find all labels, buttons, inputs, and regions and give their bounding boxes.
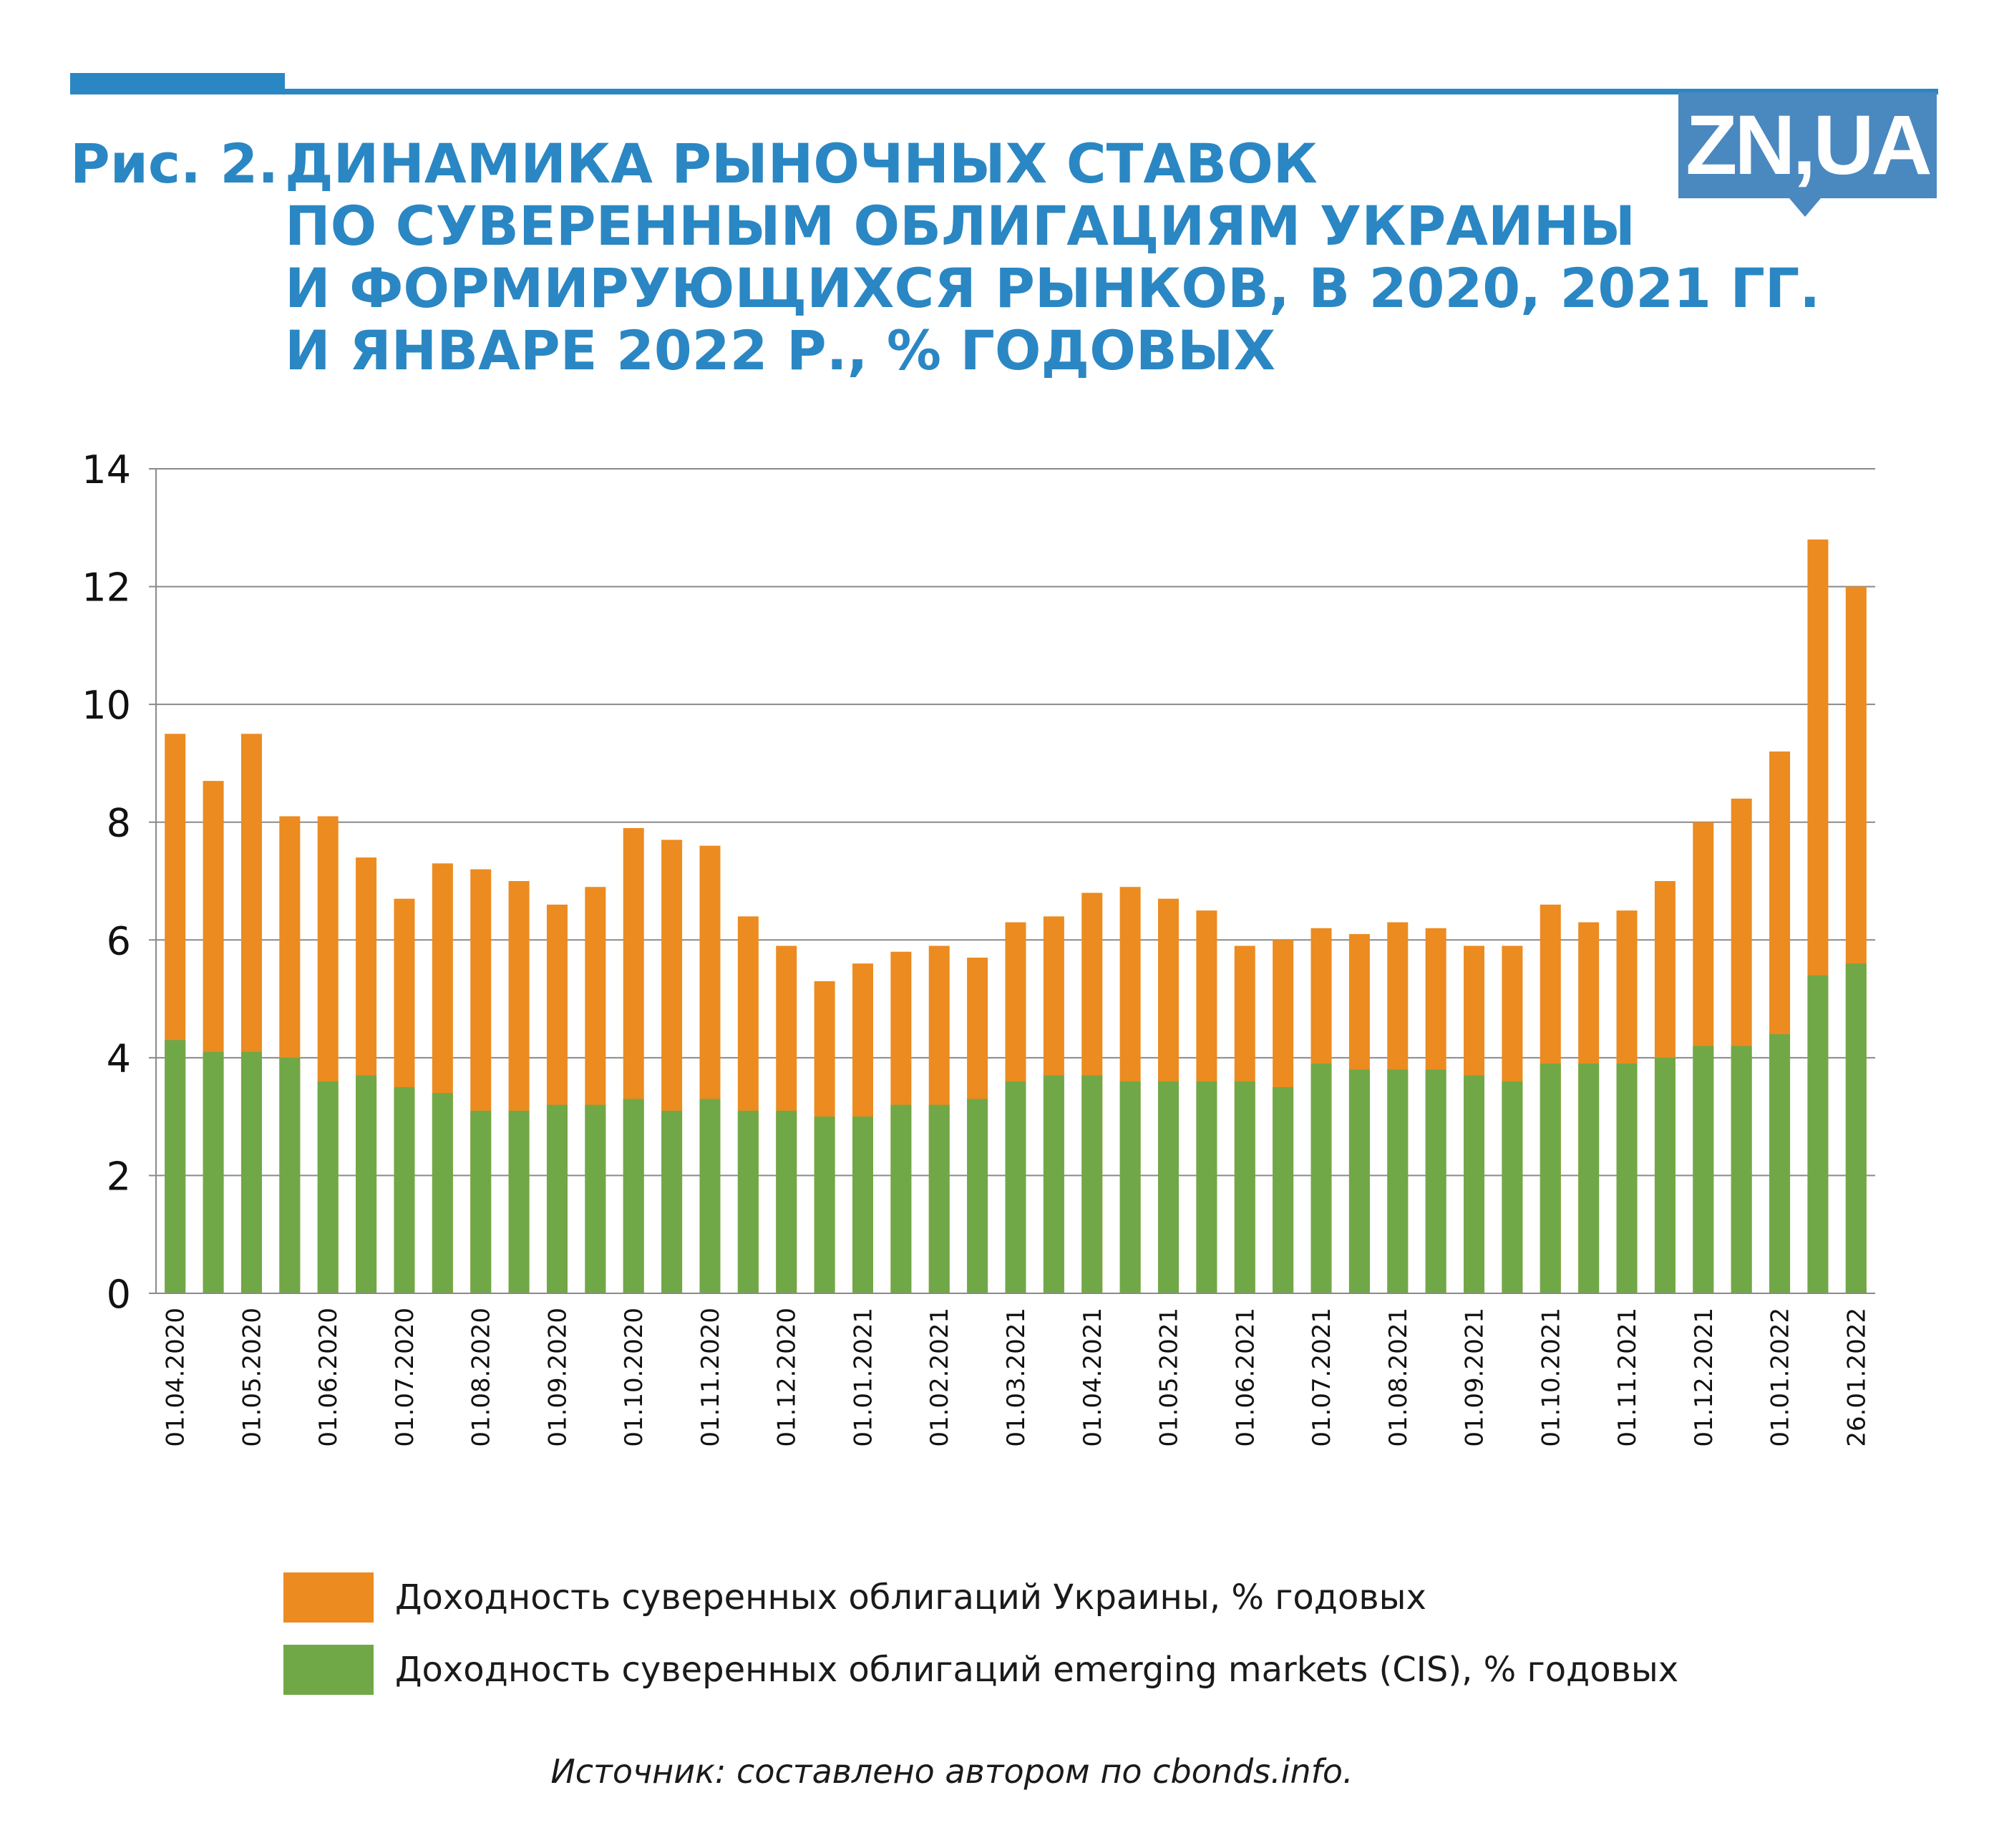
bar-cis [1387, 1069, 1409, 1293]
bar-chart: 0 2 4 6 8 10 12 14 01.04.2020 01.05.2020 01.06.202… [82, 447, 1875, 1447]
bar-cis [776, 1110, 797, 1293]
x-tick-label: 01.08.2021 [1384, 1308, 1413, 1447]
x-tick-label: 01.01.2022 [1766, 1308, 1795, 1447]
bar-cis [1310, 1064, 1332, 1293]
x-tick-label: 01.06.2020 [314, 1308, 343, 1447]
x-tick-label: 01.05.2021 [1155, 1308, 1184, 1447]
y-tick-label: 10 [82, 683, 131, 728]
x-tick-label: 01.07.2021 [1308, 1308, 1336, 1447]
legend-label-cis: Доходность суверенных облигаций emerging… [395, 1650, 1679, 1690]
bar-cis [394, 1087, 415, 1293]
y-tick-label: 14 [82, 447, 131, 492]
x-tick-label: 01.10.2020 [620, 1308, 648, 1447]
bar-cis [852, 1117, 873, 1293]
x-tick-label: 01.12.2021 [1690, 1308, 1718, 1447]
x-tick-label: 01.03.2021 [1002, 1308, 1031, 1447]
bar-cis [1502, 1081, 1523, 1293]
bar-cis [470, 1110, 492, 1293]
bar-cis [279, 1057, 301, 1293]
legend-swatch-ukraine [283, 1572, 374, 1623]
x-tick-label: 01.01.2021 [849, 1308, 877, 1447]
y-tick-label: 8 [107, 801, 131, 846]
bar-cis [699, 1099, 721, 1293]
x-tick-label: 01.11.2020 [696, 1308, 725, 1447]
legend-label-ukraine: Доходность суверенных облигаций Украины,… [395, 1577, 1426, 1618]
bar-cis [737, 1110, 759, 1293]
x-tick-label: 01.09.2020 [543, 1308, 572, 1447]
zn-ua-logo: ZN,UA [1678, 92, 1937, 198]
bar-cis [1196, 1081, 1217, 1293]
bar-cis [1464, 1075, 1485, 1293]
figure-number: Рис. 2. [70, 132, 279, 195]
x-tick-label: 01.06.2021 [1231, 1308, 1260, 1447]
bar-cis [546, 1104, 568, 1293]
bar-cis [967, 1099, 988, 1293]
bar-cis [623, 1099, 644, 1293]
bar-cis [1616, 1064, 1638, 1293]
bar-cis [1578, 1064, 1600, 1293]
x-tick-label: 01.07.2020 [391, 1308, 419, 1447]
bar-cis [1769, 1034, 1791, 1293]
bar-cis [1273, 1087, 1294, 1293]
x-tick-label: 01.04.2020 [162, 1308, 190, 1447]
bar-cis [317, 1081, 339, 1293]
legend-swatch-cis [283, 1645, 374, 1695]
bar-cis [1081, 1075, 1103, 1293]
title-line-3: И ФОРМИРУЮЩИХСЯ РЫНКОВ, В 2020, 2021 ГГ. [285, 256, 1821, 320]
x-tick-label: 01.09.2021 [1461, 1308, 1489, 1447]
bar-cis [1158, 1081, 1180, 1293]
header-rule [70, 89, 1938, 94]
bar-cis [661, 1110, 683, 1293]
y-tick-label: 6 [107, 918, 131, 963]
bar-cis [1043, 1075, 1064, 1293]
chart-title: Рис. 2. ДИНАМИКА РЫНОЧНЫХ СТАВОК ПО СУВЕР… [70, 132, 1820, 381]
bar-cis [1348, 1069, 1370, 1293]
x-tick-label: 01.05.2020 [238, 1308, 266, 1447]
bar-cis [585, 1104, 606, 1293]
bar-cis [1540, 1064, 1561, 1293]
bar-cis [356, 1075, 377, 1293]
bar-cis [1425, 1069, 1446, 1293]
bar-cis [928, 1104, 950, 1293]
legend-item-cis: Доходность суверенных облигаций emerging… [283, 1645, 1678, 1695]
bar-cis [1731, 1046, 1752, 1293]
bar-cis [203, 1051, 224, 1293]
bar-cis [1845, 963, 1867, 1293]
bar-cis [240, 1051, 262, 1293]
bar-cis [1234, 1081, 1255, 1293]
y-tick-label: 4 [107, 1036, 131, 1081]
source-note: Источник: составлено автором по cbonds.i… [550, 1752, 1353, 1791]
legend-item-ukraine: Доходность суверенных облигаций Украины,… [283, 1572, 1426, 1623]
title-line-4: И ЯНВАРЕ 2022 Р., % ГОДОВЫХ [285, 318, 1276, 382]
bar-cis [814, 1117, 835, 1293]
bar-cis [165, 1040, 186, 1293]
x-tick-label: 01.02.2021 [925, 1308, 954, 1447]
x-tick-label: 01.08.2020 [467, 1308, 496, 1447]
bar-cis [1807, 975, 1829, 1293]
x-tick-label: 01.04.2021 [1079, 1308, 1107, 1447]
x-tick-label: 01.11.2021 [1613, 1308, 1642, 1447]
bar-cis [1119, 1081, 1141, 1293]
bar-cis [1693, 1046, 1714, 1293]
title-line-2: ПО СУВЕРЕННЫМ ОБЛИГАЦИЯМ УКРАИНЫ [285, 194, 1635, 258]
bar-cis [508, 1110, 530, 1293]
x-tick-label: 01.10.2021 [1537, 1308, 1565, 1447]
y-tick-label: 12 [82, 565, 131, 611]
bar-cis [1654, 1057, 1676, 1293]
y-tick-label: 0 [107, 1272, 131, 1317]
bar-cis [1005, 1081, 1026, 1293]
title-line-1: ДИНАМИКА РЫНОЧНЫХ СТАВОК [285, 132, 1318, 195]
x-tick-label: 01.12.2020 [773, 1308, 802, 1447]
logo-speech-tail [1789, 198, 1821, 217]
bar-cis [432, 1093, 453, 1293]
bar-cis [890, 1104, 912, 1293]
y-tick-label: 2 [107, 1154, 131, 1199]
x-tick-label: 26.01.2022 [1842, 1308, 1871, 1447]
